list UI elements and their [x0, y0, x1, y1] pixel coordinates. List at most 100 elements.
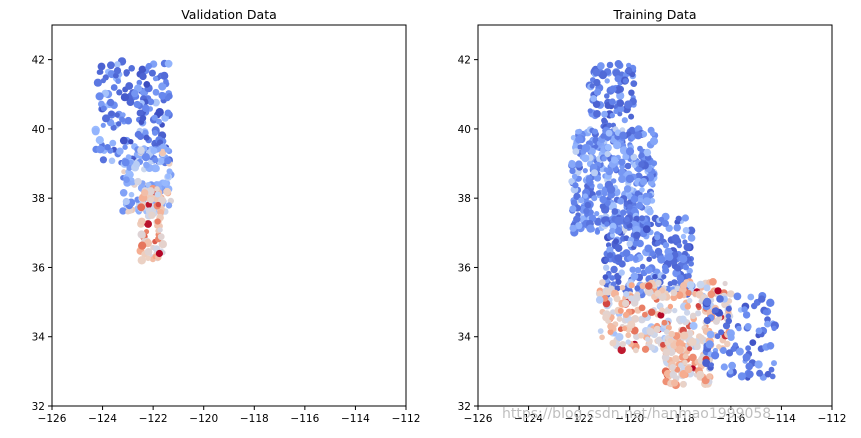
data-point: [576, 175, 582, 182]
data-point: [644, 244, 653, 253]
y-tick-label: 36: [32, 262, 46, 274]
data-point: [665, 253, 674, 261]
data-point: [645, 282, 653, 290]
data-point: [152, 88, 160, 96]
data-point: [164, 157, 172, 165]
data-point: [633, 255, 639, 262]
data-point: [663, 369, 672, 378]
data-point: [100, 78, 106, 84]
data-point: [661, 219, 670, 227]
data-point: [110, 124, 117, 131]
data-point: [97, 62, 106, 71]
data-point: [152, 98, 160, 107]
data-point: [609, 232, 616, 238]
data-point: [611, 208, 619, 215]
data-point: [583, 207, 590, 215]
data-point: [581, 144, 591, 153]
data-point: [163, 187, 172, 196]
validation-title: Validation Data: [181, 7, 277, 22]
y-tick-label: 36: [458, 262, 472, 274]
data-point: [116, 121, 122, 127]
data-point: [617, 111, 623, 117]
data-point: [123, 176, 130, 183]
data-point: [614, 60, 623, 68]
data-point: [627, 320, 636, 329]
data-point: [630, 195, 639, 203]
data-point: [123, 69, 130, 76]
data-point: [682, 353, 689, 360]
x-tick-label: −114: [767, 413, 796, 425]
data-point: [609, 85, 617, 93]
data-point: [604, 93, 610, 99]
data-point: [591, 195, 598, 202]
data-point: [137, 256, 146, 265]
validation-axes-frame: [51, 24, 407, 407]
data-point: [618, 269, 625, 276]
data-point: [569, 168, 576, 175]
data-point: [621, 117, 628, 124]
data-point: [642, 225, 651, 234]
data-point: [614, 244, 623, 252]
data-point: [590, 95, 597, 102]
data-point: [633, 231, 641, 239]
data-point: [126, 164, 133, 171]
data-point: [138, 217, 146, 225]
data-point: [771, 360, 777, 367]
data-point: [762, 309, 769, 316]
data-point: [151, 164, 160, 173]
data-point: [95, 136, 104, 145]
data-point: [669, 371, 677, 379]
data-point: [617, 105, 625, 113]
data-point: [639, 177, 648, 186]
data-point: [625, 339, 631, 345]
data-point: [649, 250, 656, 257]
data-point: [622, 299, 630, 308]
data-point: [741, 306, 748, 313]
data-point: [766, 298, 775, 307]
data-point: [164, 59, 173, 68]
data-point: [166, 168, 173, 175]
data-point: [709, 278, 717, 286]
data-point: [634, 285, 641, 292]
data-point: [714, 333, 721, 340]
data-point: [575, 129, 581, 135]
data-point: [618, 158, 626, 166]
data-point: [627, 204, 633, 210]
data-point: [614, 216, 623, 226]
data-point: [619, 131, 627, 140]
data-point: [594, 211, 600, 217]
data-point: [612, 69, 621, 78]
data-point: [163, 78, 169, 85]
data-point: [671, 379, 679, 387]
data-point: [628, 89, 635, 96]
data-point: [609, 275, 616, 281]
data-point: [737, 372, 747, 381]
data-point: [585, 177, 591, 183]
data-point: [745, 345, 751, 352]
data-point: [575, 222, 583, 230]
data-point: [736, 325, 742, 332]
data-point: [655, 240, 661, 247]
data-point: [599, 195, 607, 204]
data-point: [603, 264, 610, 271]
data-point: [143, 134, 150, 141]
data-point: [570, 199, 578, 206]
x-tick-label: −114: [341, 413, 370, 425]
data-point: [624, 162, 632, 170]
data-point: [634, 131, 643, 140]
data-point: [682, 359, 688, 366]
data-point: [703, 284, 711, 292]
data-point: [164, 109, 172, 117]
data-point: [672, 307, 678, 314]
data-point: [116, 89, 123, 96]
data-point: [617, 197, 625, 205]
data-point: [633, 347, 639, 354]
data-point: [613, 238, 619, 245]
data-point: [601, 117, 608, 124]
x-tick-label: −122: [139, 413, 168, 425]
data-point: [615, 278, 622, 285]
data-point: [727, 333, 735, 341]
data-point: [689, 353, 697, 362]
data-point: [671, 234, 680, 243]
